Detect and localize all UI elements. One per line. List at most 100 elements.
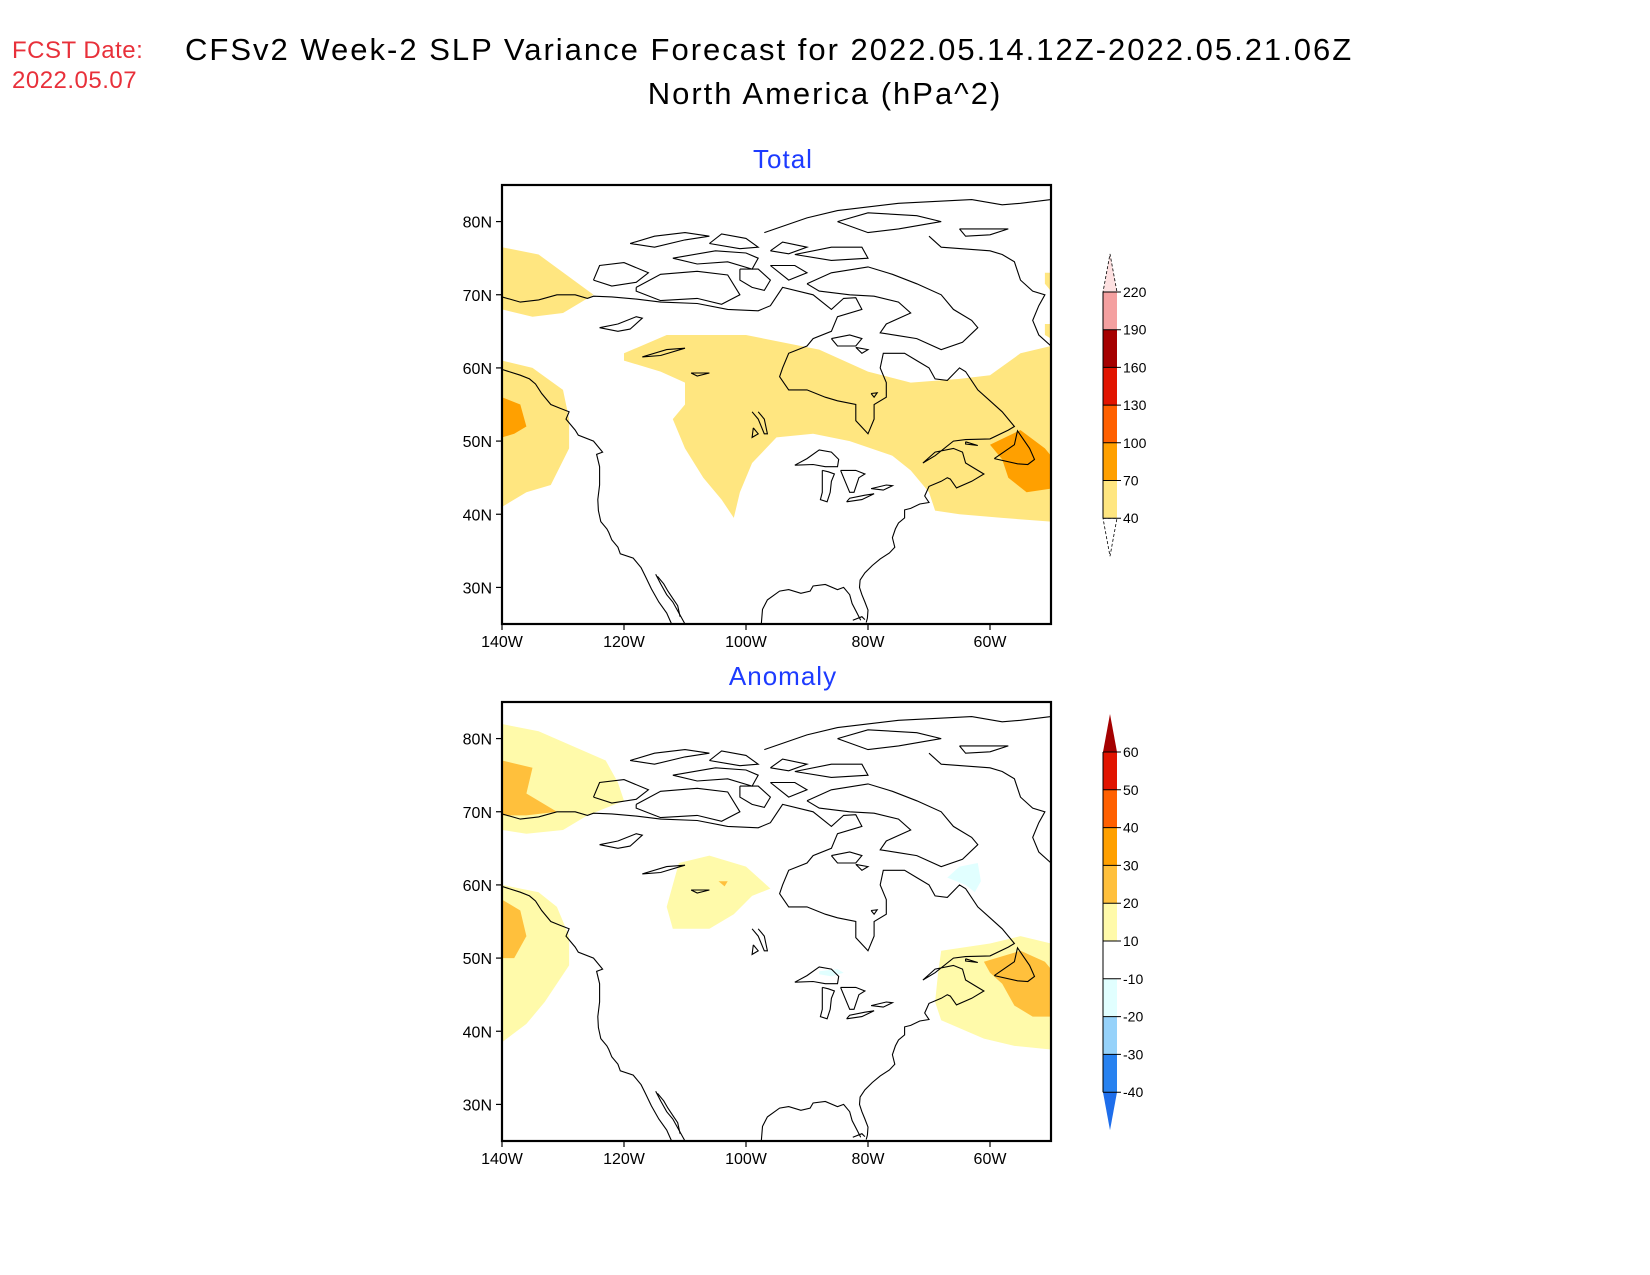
coastline-segment xyxy=(870,484,895,491)
contour-region-1 xyxy=(502,247,594,317)
coastline-segment xyxy=(672,767,759,787)
coastline-segment xyxy=(502,803,1016,1140)
colorbar-tick-label: 160 xyxy=(1123,359,1147,375)
colorbar-tick-label: 20 xyxy=(1123,895,1139,911)
colorbar-segment xyxy=(1103,827,1117,866)
coastline-segment xyxy=(770,264,809,281)
coastline-segment xyxy=(629,232,710,248)
contour-region-4 xyxy=(624,335,1051,522)
colorbar-tick-label: 40 xyxy=(1123,510,1139,526)
contour-region-3 xyxy=(502,397,527,438)
coastline-segment xyxy=(855,346,870,354)
shaded-regions xyxy=(502,724,1051,1050)
lon-tick-label: 120W xyxy=(603,1151,646,1168)
colorbar-segment xyxy=(1103,1016,1117,1055)
colorbar-tick-label: -10 xyxy=(1123,971,1143,987)
coastline-segment xyxy=(870,392,879,399)
coastline-segment xyxy=(770,758,810,772)
coastline-segment xyxy=(672,250,759,270)
coastline-segment xyxy=(855,863,870,871)
coastline-segment xyxy=(599,833,644,849)
colorbar-segment xyxy=(1103,442,1117,481)
lat-tick-label: 40N xyxy=(463,507,492,524)
fcst-date-label: FCST Date: xyxy=(12,37,144,64)
lat-tick-label: 80N xyxy=(463,215,492,232)
colorbar-tick-label: 130 xyxy=(1123,397,1147,413)
colorbar-upper-extension xyxy=(1103,714,1117,752)
coastline-segment xyxy=(642,864,686,875)
colorbar-upper-extension xyxy=(1102,253,1118,293)
coastline-segment xyxy=(709,750,760,767)
coastline-segment xyxy=(502,885,673,1141)
coastlines xyxy=(502,199,1051,624)
coastline-segment xyxy=(657,576,681,617)
coastline-segment xyxy=(599,316,644,332)
contour-region-6 xyxy=(1044,272,1051,292)
lon-tick-label: 80W xyxy=(852,1151,886,1168)
coastline-segment xyxy=(690,889,710,894)
coastline-segment xyxy=(840,986,867,1010)
contour-region-2 xyxy=(502,360,570,507)
lon-tick-label: 100W xyxy=(725,1151,768,1168)
map-frame xyxy=(500,183,1053,626)
coastline-segment xyxy=(959,228,1009,237)
coastline-segment xyxy=(806,266,979,351)
contour-region-8 xyxy=(819,969,844,977)
lat-tick-label: 60N xyxy=(463,361,492,378)
colorbar-tick-label: -40 xyxy=(1123,1084,1143,1100)
coastline-segment xyxy=(830,851,863,864)
coastline-segment xyxy=(629,749,710,765)
lat-tick-label: 70N xyxy=(463,805,492,822)
colorbar-segment xyxy=(1103,405,1117,443)
lon-tick-label: 60W xyxy=(974,1151,1008,1168)
coastline-segment xyxy=(709,233,760,250)
colorbar-lower-extension xyxy=(1102,517,1118,557)
colorbar-tick-label: 100 xyxy=(1123,435,1147,451)
contour-region-5 xyxy=(666,855,771,929)
coastline-segment xyxy=(794,763,869,778)
coastline-segment xyxy=(751,944,760,956)
coastline-segment xyxy=(870,909,879,916)
coastline-segment xyxy=(592,779,650,804)
coastline-segment xyxy=(751,928,769,952)
colorbar-segment xyxy=(1103,865,1117,904)
colorbar-tick-label: -30 xyxy=(1123,1046,1143,1062)
colorbar-segment xyxy=(1103,941,1117,979)
colorbar-tick-label: 40 xyxy=(1123,820,1139,836)
fcst-date-value: 2022.05.07 xyxy=(12,67,138,94)
coastline-segment xyxy=(690,372,710,377)
coastline-segment xyxy=(840,469,867,493)
coastline-segment xyxy=(760,1100,862,1141)
lon-tick-label: 60W xyxy=(974,634,1008,651)
coastline-segment xyxy=(959,745,1009,754)
coastline-segment xyxy=(870,1001,895,1008)
coastline-segment xyxy=(830,334,863,347)
coastline-segment xyxy=(642,347,686,358)
coastline-segment xyxy=(739,268,772,292)
lon-tick-label: 80W xyxy=(852,634,886,651)
contour-region-5 xyxy=(990,430,1051,493)
colorbar-segment xyxy=(1103,367,1117,406)
colorbar-tick-label: 190 xyxy=(1123,322,1147,338)
colorbar-tick-label: -20 xyxy=(1123,1009,1143,1025)
lat-tick-label: 50N xyxy=(463,434,492,451)
coastline-segment xyxy=(751,427,760,439)
lat-tick-label: 50N xyxy=(463,951,492,968)
coastline-segment xyxy=(770,781,809,798)
lon-tick-label: 140W xyxy=(481,1151,524,1168)
coastline-segment xyxy=(965,958,978,964)
lat-tick-label: 30N xyxy=(463,1097,492,1114)
subtitle: North America (hPa^2) xyxy=(647,76,1003,111)
coastline-segment xyxy=(635,787,741,822)
coastline-segment xyxy=(806,783,979,868)
coastline-segment xyxy=(965,441,978,447)
coastline-segment xyxy=(837,212,942,234)
coastline-segment xyxy=(928,235,1051,347)
colorbar-segment xyxy=(1103,329,1117,368)
coastline-segment xyxy=(764,199,1051,234)
coastline-segment xyxy=(819,986,836,1020)
coastline-segment xyxy=(502,368,673,624)
coastline-segment xyxy=(751,411,769,435)
colorbar-tick-label: 30 xyxy=(1123,857,1139,873)
